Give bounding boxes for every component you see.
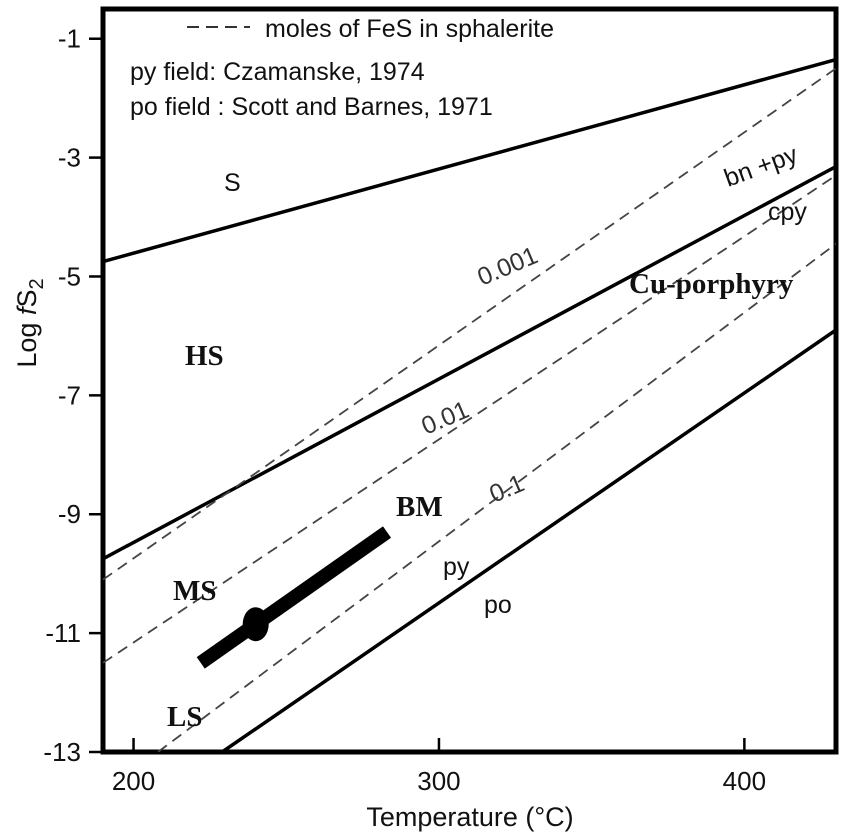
legend-note-py-field: py field: Czamanske, 1974 [130, 58, 425, 86]
isopleth-label-0.001: 0.001 [473, 241, 542, 291]
x-tick-label: 300 [417, 766, 460, 796]
isopleth-line-0.1 [157, 243, 836, 752]
label-S: S [224, 169, 241, 197]
y-tick-label: -1 [58, 24, 81, 54]
y-axis-title-subscript: 2 [26, 278, 48, 289]
label-py: py [443, 553, 470, 581]
label-BM: BM [396, 491, 443, 523]
label-bn-py: bn +py [720, 140, 801, 192]
bm-trend-bar [196, 526, 392, 669]
y-tick-label: -3 [58, 143, 81, 173]
y-axis-title-main: Log [12, 315, 42, 368]
label-po: po [484, 591, 512, 619]
y-tick-label: -5 [58, 261, 81, 291]
y-tick-label: -11 [45, 618, 81, 648]
isopleth-line-0.01 [103, 174, 836, 664]
y-tick-label: -9 [58, 499, 81, 529]
label-cpy: cpy [768, 198, 807, 226]
axis-ticks: -1 -3 -5 -7 -9 -11 -13 200 300 400 [43, 24, 766, 796]
plot-frame [100, 6, 839, 755]
x-tick-label: 400 [723, 766, 766, 796]
plot-lines [103, 57, 836, 752]
x-tick-label: 200 [112, 766, 155, 796]
isopleth-line-0.001 [103, 67, 836, 581]
legend-dashed-entry: moles of FeS in sphalerite [265, 15, 554, 43]
label-cu-porphyry: Cu-porphyry [629, 268, 794, 300]
y-tick-label: -13 [43, 737, 81, 767]
y-axis-title-base: S [12, 290, 42, 308]
x-axis-title: Temperature (°C) [366, 802, 573, 832]
isopleth-label-0.01: 0.01 [417, 396, 473, 441]
label-MS: MS [173, 575, 217, 607]
boundary-line-1 [103, 57, 836, 264]
boundary-line-3 [221, 328, 836, 752]
label-HS: HS [185, 340, 224, 372]
y-tick-label: -7 [58, 380, 81, 410]
bm-trend-marker [242, 607, 269, 642]
label-LS: LS [167, 701, 202, 733]
legend-note-po-field: po field : Scott and Barnes, 1971 [130, 93, 493, 121]
y-axis-title-italic: f [12, 305, 42, 315]
y-axis-title: Log fS2 [12, 278, 48, 367]
